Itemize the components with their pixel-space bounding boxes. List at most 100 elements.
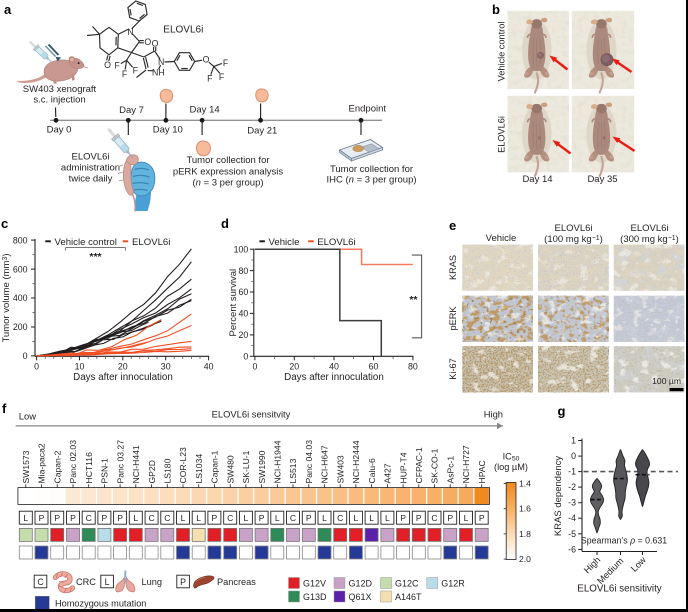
svg-text:Ki-67: Ki-67 [448, 358, 458, 379]
svg-text:60: 60 [239, 287, 249, 297]
svg-text:C: C [37, 577, 44, 587]
svg-text:Day 7: Day 7 [119, 105, 144, 116]
svg-text:C: C [337, 513, 343, 523]
svg-text:P: P [54, 513, 60, 523]
svg-text:(300 mg kg−1): (300 mg kg−1) [620, 234, 679, 245]
svg-text:LS513: LS513 [288, 458, 298, 483]
svg-text:Panc 04.03: Panc 04.03 [304, 440, 314, 484]
svg-text:d: d [221, 216, 229, 231]
svg-text:30: 30 [161, 362, 171, 372]
svg-text:G13D: G13D [303, 592, 327, 602]
svg-text:s.c. injection: s.c. injection [33, 95, 85, 106]
svg-text:Day 0: Day 0 [47, 124, 72, 135]
svg-text:0: 0 [34, 362, 39, 372]
svg-text:0: 0 [252, 362, 257, 372]
svg-text:20: 20 [239, 330, 249, 340]
svg-text:F: F [122, 69, 128, 79]
svg-text:SW1990: SW1990 [257, 450, 267, 483]
svg-text:P: P [39, 513, 45, 523]
svg-text:Panc 03.27: Panc 03.27 [115, 440, 125, 484]
svg-text:C: C [148, 513, 154, 523]
svg-text:1: 1 [571, 436, 576, 446]
svg-text:Tumor volume (mm3): Tumor volume (mm3) [1, 253, 12, 342]
svg-text:Lung: Lung [142, 577, 162, 587]
svg-text:G12V: G12V [303, 579, 326, 589]
svg-text:40: 40 [239, 309, 249, 319]
svg-text:Vehicle: Vehicle [269, 237, 300, 248]
svg-text:20: 20 [118, 362, 128, 372]
svg-text:F: F [223, 58, 229, 68]
svg-text:L: L [464, 513, 469, 523]
svg-text:pERK: pERK [448, 306, 458, 331]
svg-text:F: F [219, 72, 225, 82]
svg-text:P: P [70, 513, 76, 523]
svg-text:20: 20 [289, 362, 299, 372]
svg-text:1.6: 1.6 [519, 504, 531, 514]
svg-text:NCI-H441: NCI-H441 [131, 445, 141, 483]
svg-text:-1: -1 [568, 467, 576, 477]
svg-text:O: O [144, 37, 151, 47]
svg-text:40: 40 [204, 362, 214, 372]
svg-text:administration: administration [61, 163, 120, 174]
svg-text:L: L [244, 513, 249, 523]
svg-text:ELOVL6i: ELOVL6i [630, 223, 668, 234]
svg-text:0: 0 [243, 352, 248, 362]
svg-text:80: 80 [239, 266, 249, 276]
svg-text:G12C: G12C [395, 579, 419, 589]
svg-text:Low: Low [19, 411, 36, 422]
svg-text:100: 100 [234, 244, 249, 254]
svg-text:SW403 xenograft: SW403 xenograft [23, 84, 97, 95]
svg-text:SW403: SW403 [335, 455, 345, 483]
svg-text:Vehicle: Vehicle [486, 233, 517, 244]
svg-text:Capan-1: Capan-1 [210, 450, 220, 483]
svg-text:2.0: 2.0 [519, 554, 531, 564]
svg-text:G12R: G12R [441, 579, 465, 589]
svg-text:g: g [558, 404, 566, 419]
svg-text:AsPc-1: AsPc-1 [445, 456, 455, 484]
svg-text:Day 35: Day 35 [587, 174, 617, 185]
svg-text:P: P [180, 577, 186, 587]
svg-text:A427: A427 [383, 463, 393, 483]
svg-text:L: L [23, 513, 28, 523]
svg-text:pERK expression analysis: pERK expression analysis [173, 167, 284, 178]
svg-text:ELOVL6i: ELOVL6i [317, 237, 355, 248]
svg-text:C: C [86, 513, 92, 523]
svg-text:Percent survival: Percent survival [228, 269, 239, 337]
svg-text:A146T: A146T [395, 592, 422, 602]
svg-text:(100 mg kg−1): (100 mg kg−1) [544, 234, 603, 245]
svg-text:SW480: SW480 [225, 455, 235, 483]
svg-text:O: O [203, 54, 210, 64]
svg-text:L: L [133, 513, 138, 523]
svg-text:c: c [1, 216, 8, 231]
svg-text:e: e [449, 218, 456, 233]
svg-text:Days after innoculation: Days after innoculation [73, 372, 173, 383]
svg-text:0: 0 [571, 451, 576, 461]
svg-text:HCT116: HCT116 [84, 452, 94, 484]
svg-text:a: a [4, 2, 12, 17]
svg-text:ELOVL6i sensitvity: ELOVL6i sensitvity [212, 409, 291, 420]
svg-text:1.8: 1.8 [519, 529, 531, 539]
svg-text:L: L [369, 513, 374, 523]
svg-text:P: P [400, 513, 406, 523]
svg-text:Calu-6: Calu-6 [367, 458, 377, 484]
svg-text:Tumor collection for: Tumor collection for [186, 155, 269, 166]
svg-text:IC50: IC50 [503, 452, 520, 463]
svg-text:L: L [385, 513, 390, 523]
svg-text:GP2D: GP2D [147, 460, 157, 483]
svg-text:NCI-H2444: NCI-H2444 [351, 440, 361, 483]
svg-text:Day 21: Day 21 [247, 126, 277, 137]
svg-text:(log µM): (log µM) [494, 462, 528, 472]
svg-text:IHC (n = 3 per group): IHC (n = 3 per group) [326, 175, 416, 186]
svg-text:P: P [259, 513, 265, 523]
svg-text:L: L [181, 513, 186, 523]
svg-text:P: P [447, 513, 453, 523]
svg-text:NCI-H727: NCI-H727 [461, 445, 471, 483]
svg-text:L: L [354, 513, 359, 523]
svg-text:200: 200 [13, 322, 28, 332]
svg-text:HPAC: HPAC [477, 460, 487, 483]
svg-text:ELOVL6i: ELOVL6i [554, 223, 592, 234]
svg-text:LS180: LS180 [163, 458, 173, 483]
svg-text:Tumor collection for: Tumor collection for [330, 164, 413, 175]
svg-text:0: 0 [23, 351, 28, 361]
svg-text:80: 80 [408, 362, 418, 372]
